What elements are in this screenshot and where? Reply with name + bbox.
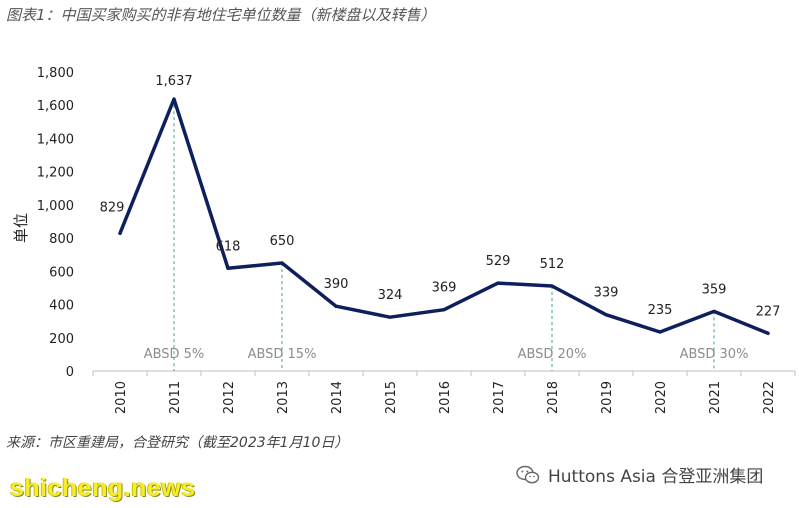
y-tick-label: 400 bbox=[49, 299, 74, 314]
data-label: 369 bbox=[432, 281, 457, 296]
data-label: 829 bbox=[100, 200, 125, 215]
y-tick-label: 1,600 bbox=[37, 99, 74, 114]
data-label-layer: 829 1,637 618 650 390 324 369 529 512 339 235 359 22… bbox=[100, 74, 781, 319]
data-point bbox=[496, 281, 500, 285]
x-tick-label: 2018 bbox=[546, 381, 561, 414]
data-point bbox=[226, 266, 230, 270]
annotation-layer: ABSD 5% ABSD 15% ABSD 20% ABSD 30% bbox=[144, 99, 749, 371]
data-point bbox=[334, 304, 338, 308]
data-label: 618 bbox=[216, 239, 241, 254]
data-point bbox=[442, 308, 446, 312]
annotation-label: ABSD 30% bbox=[680, 347, 749, 362]
data-label: 227 bbox=[756, 304, 781, 319]
data-point bbox=[550, 284, 554, 288]
data-label: 529 bbox=[486, 254, 511, 269]
y-tick-label: 600 bbox=[49, 265, 74, 280]
data-label: 324 bbox=[378, 288, 403, 303]
x-tick-label: 2015 bbox=[384, 381, 399, 414]
x-tick-label: 2022 bbox=[762, 381, 777, 414]
x-tick-label: 2017 bbox=[492, 381, 507, 414]
data-point bbox=[766, 331, 770, 335]
y-tick-label: 800 bbox=[49, 232, 74, 247]
annotation-label: ABSD 20% bbox=[518, 347, 587, 362]
annotation-label: ABSD 15% bbox=[248, 347, 317, 362]
data-label: 359 bbox=[702, 282, 727, 297]
y-tick-label: 200 bbox=[49, 332, 74, 347]
x-tick-label: 2016 bbox=[438, 381, 453, 414]
data-label: 390 bbox=[324, 277, 349, 292]
y-tick-label: 1,400 bbox=[37, 132, 74, 147]
data-label: 650 bbox=[270, 234, 295, 249]
data-point bbox=[388, 315, 392, 319]
source-note: 来源：市区重建局，合登研究（截至2023年1月10日） bbox=[6, 435, 349, 451]
x-tick-label: 2012 bbox=[222, 381, 237, 414]
data-label: 1,637 bbox=[155, 74, 192, 89]
brand-name: Huttons Asia 合登亚洲集团 bbox=[548, 467, 764, 487]
x-tick-label: 2019 bbox=[600, 381, 615, 414]
data-point bbox=[280, 261, 284, 265]
x-tick-label: 2010 bbox=[114, 381, 129, 414]
x-tick-label: 2014 bbox=[330, 381, 345, 414]
data-label: 235 bbox=[648, 303, 673, 318]
y-tick-label: 1,800 bbox=[37, 66, 74, 81]
watermark: shicheng.news bbox=[10, 474, 196, 502]
data-point bbox=[604, 313, 608, 317]
y-axis: 0 200 400 600 800 1,000 1,200 1,400 1,600 1,800 bbox=[37, 66, 74, 380]
annotation-label: ABSD 5% bbox=[144, 347, 205, 362]
y-axis-label: 单位 bbox=[12, 213, 30, 243]
data-label: 512 bbox=[540, 257, 565, 272]
x-tick-label: 2013 bbox=[276, 381, 291, 414]
brand-logo: Huttons Asia 合登亚洲集团 bbox=[516, 462, 763, 487]
x-tick-label: 2021 bbox=[708, 381, 723, 414]
x-tick-label: 2020 bbox=[654, 381, 669, 414]
data-point bbox=[712, 309, 716, 313]
data-point bbox=[658, 330, 662, 334]
data-point bbox=[118, 231, 122, 235]
x-tick-label: 2011 bbox=[168, 381, 183, 414]
y-tick-label: 1,000 bbox=[37, 199, 74, 214]
data-point bbox=[172, 97, 176, 101]
x-axis: 2010 2011 2012 2013 2014 2015 2016 2017 2018 2019… bbox=[92, 370, 796, 414]
y-tick-label: 1,200 bbox=[37, 166, 74, 181]
series-line bbox=[118, 97, 770, 336]
chart-title: 图表1：中国买家购买的非有地住宅单位数量（新楼盘以及转售） bbox=[6, 6, 436, 24]
data-label: 339 bbox=[594, 286, 619, 301]
y-tick-label: 0 bbox=[66, 365, 74, 380]
wechat-icon bbox=[516, 465, 540, 483]
series-layer bbox=[118, 97, 770, 336]
